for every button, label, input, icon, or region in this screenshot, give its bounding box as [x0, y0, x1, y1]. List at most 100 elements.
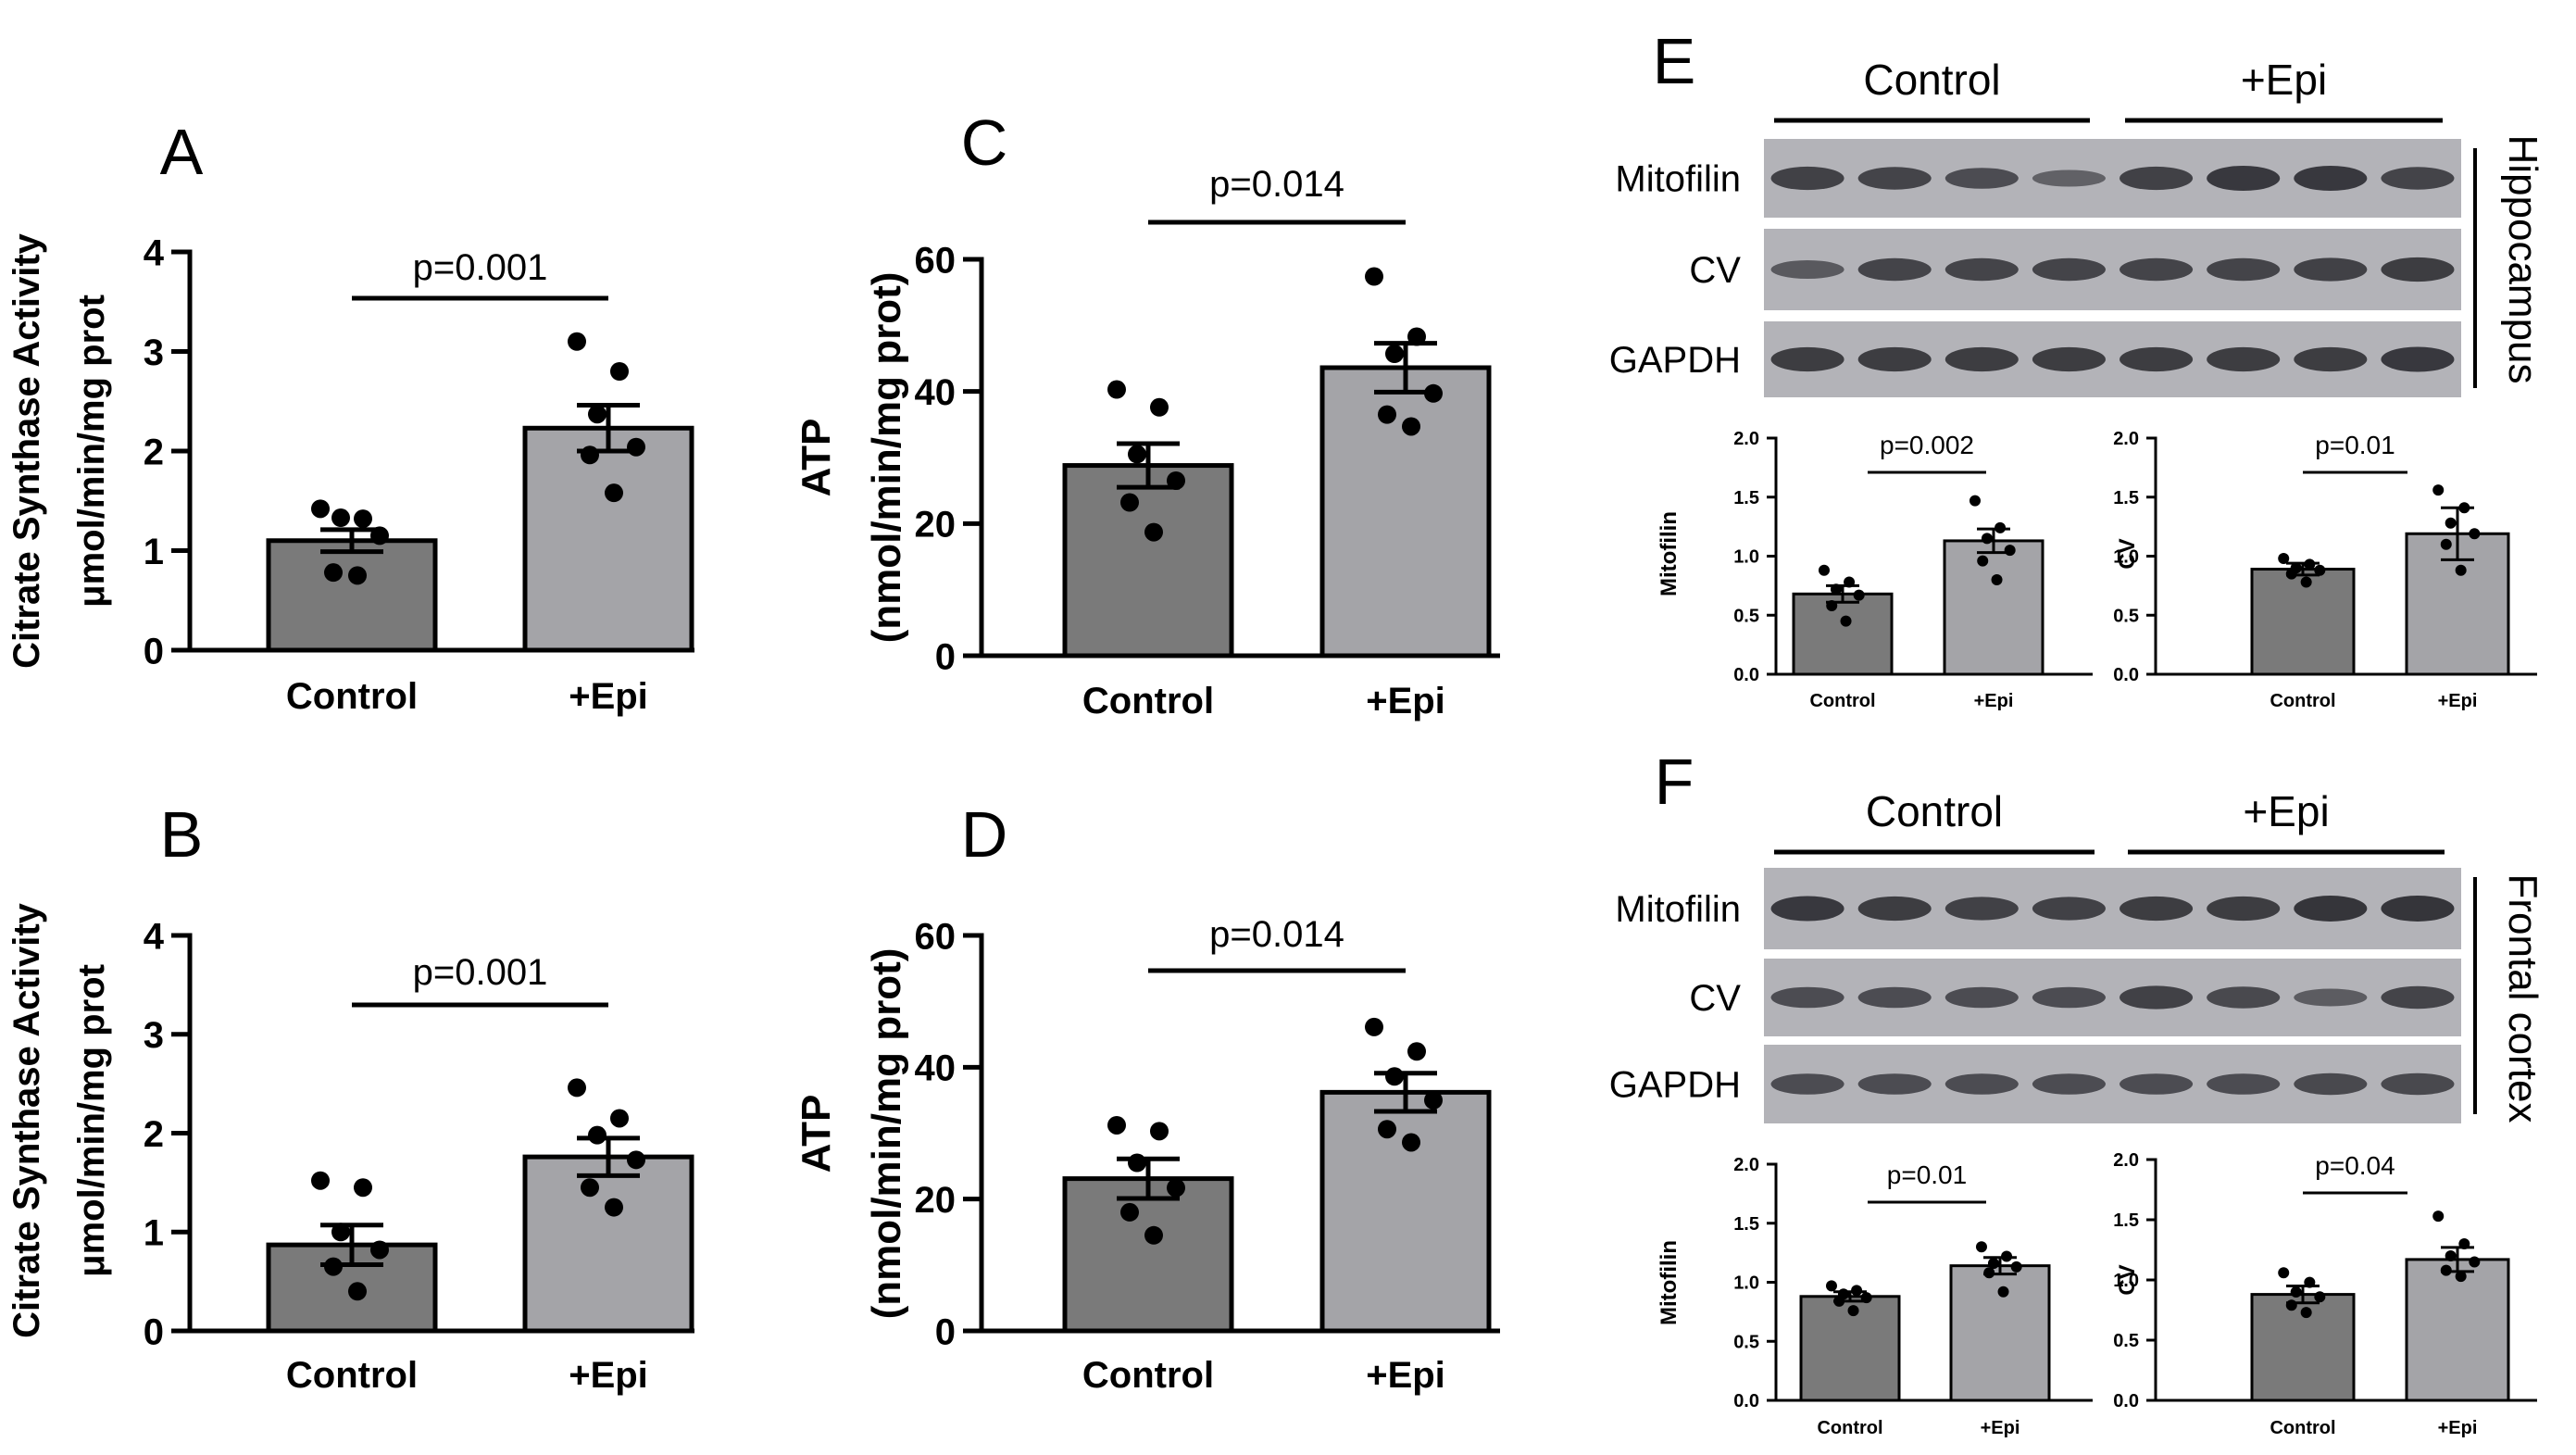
p-value: p=0.014 [1209, 164, 1344, 205]
blot-band [1770, 1073, 1844, 1095]
data-point [1385, 345, 1404, 364]
p-value: p=0.01 [1887, 1160, 1967, 1189]
western-blot-e: Control +Epi Mitofilin CV GAPDH Hippocampus [1609, 56, 2545, 397]
chart-f-cv: 0.0 0.5 1.0 1.5 2.0 Control +Epi p=0.04 CV [2113, 1150, 2537, 1438]
y-tick-label: 1.0 [2113, 547, 2139, 568]
data-point [1825, 1280, 1837, 1292]
blot-band [1770, 346, 1844, 372]
y-axis-unit: μmol/min/mg prot [71, 964, 112, 1277]
data-point [1402, 1133, 1420, 1152]
data-point [605, 1198, 623, 1217]
blot-band [2120, 1073, 2194, 1095]
data-point [348, 1282, 367, 1301]
bar-control [1792, 592, 1894, 676]
chart-c: 0 20 40 60 Control +Epi p=0.014 ATP (nmol/min/mg… [794, 164, 1500, 721]
blot-band [1857, 896, 1932, 922]
blot-band [1770, 166, 1844, 191]
data-point [324, 1257, 343, 1276]
blot-band [1945, 257, 2019, 282]
blot-band [1945, 1073, 2019, 1095]
data-point [1167, 470, 1185, 490]
data-point [1983, 1267, 1995, 1279]
blot-band [2207, 896, 2281, 922]
y-tick-label: 2.0 [1733, 429, 1759, 449]
data-point [1851, 1285, 1863, 1297]
data-point [2458, 1238, 2470, 1249]
data-point [2314, 564, 2326, 576]
p-value: p=0.014 [1209, 914, 1344, 955]
blot-band [2032, 346, 2106, 372]
data-point [2304, 1276, 2316, 1288]
blot-band [1857, 986, 1932, 1009]
blot-band [1857, 167, 1932, 190]
blot-band [2294, 896, 2368, 922]
y-tick-label: 0.0 [2113, 1391, 2139, 1411]
blot-band [2207, 165, 2281, 192]
data-point [1424, 383, 1443, 403]
data-point [1378, 405, 1396, 424]
data-point [2440, 538, 2452, 550]
data-point [2278, 553, 2290, 565]
x-tick-label: +Epi [1366, 1355, 1445, 1396]
data-point [324, 563, 343, 583]
data-point [2290, 1286, 2302, 1298]
data-point [1981, 533, 1993, 545]
blot-band [2294, 257, 2368, 282]
y-axis-unit: μmol/min/mg prot [71, 295, 112, 608]
data-point [2432, 1210, 2445, 1223]
region-label: Hippocampus [2500, 134, 2545, 383]
x-tick-label: +Epi [1366, 681, 1445, 721]
blot-band [2381, 257, 2455, 282]
chart-d: 0 20 40 60 Control +Epi p=0.014 ATP (nmol/min/mg… [794, 914, 1500, 1396]
data-point [1365, 267, 1383, 286]
blot-band [2120, 257, 2194, 282]
y-tick-label: 1.0 [1733, 1273, 1759, 1294]
y-tick-label: 1 [144, 532, 164, 572]
data-point [2469, 1256, 2481, 1268]
data-point [2440, 1264, 2452, 1276]
p-value: p=0.04 [2315, 1151, 2395, 1180]
blot-band [1945, 168, 2019, 189]
y-tick-label: 1 [144, 1213, 164, 1254]
data-point [2445, 1250, 2457, 1261]
data-point [1150, 397, 1169, 417]
y-tick-label: 4 [144, 916, 165, 957]
y-tick-label: 3 [144, 1015, 164, 1056]
y-axis-title: CV [2115, 538, 2140, 569]
y-axis-unit: (nmol/min/mg prot) [864, 948, 909, 1320]
blot-band [2120, 896, 2194, 922]
x-tick-label: Control [1082, 1355, 1214, 1396]
blot-band [2207, 257, 2281, 282]
blot-group-label: +Epi [2243, 787, 2329, 835]
panel-letter-b: B [160, 798, 204, 871]
blot-band [1857, 1073, 1932, 1095]
data-point [568, 332, 586, 351]
data-point [1144, 1225, 1163, 1245]
bar-control [1062, 1176, 1234, 1334]
y-axis-unit: (nmol/min/mg prot) [864, 272, 909, 644]
data-point [370, 1240, 389, 1260]
data-point [588, 405, 606, 424]
data-point [2285, 1299, 2297, 1311]
data-point [1424, 1090, 1443, 1110]
data-point [1991, 574, 2003, 585]
y-tick-label: 0.0 [1733, 1391, 1759, 1411]
blot-band [1770, 260, 1844, 279]
data-point [2445, 517, 2457, 529]
chart-e-cv: 0.0 0.5 1.0 1.5 2.0 Control +Epi p=0.01 CV [2113, 429, 2537, 711]
data-point [1975, 1241, 1987, 1253]
data-point [1977, 555, 1989, 567]
y-tick-label: 2.0 [2113, 429, 2139, 449]
y-tick-label: 0.0 [2113, 665, 2139, 685]
bar-plus-epi [2405, 1258, 2510, 1402]
blot-band [1770, 896, 1844, 922]
panel-letter-d: D [961, 798, 1008, 871]
y-tick-label: 60 [915, 916, 957, 957]
blot-band [2120, 166, 2194, 191]
blot-band [1945, 986, 2019, 1009]
data-point [354, 1178, 372, 1198]
data-point [2314, 1291, 2326, 1303]
blot-row-label: GAPDH [1609, 1065, 1741, 1106]
p-value: p=0.002 [1880, 431, 1974, 459]
blot-group-label: Control [1866, 787, 2003, 835]
